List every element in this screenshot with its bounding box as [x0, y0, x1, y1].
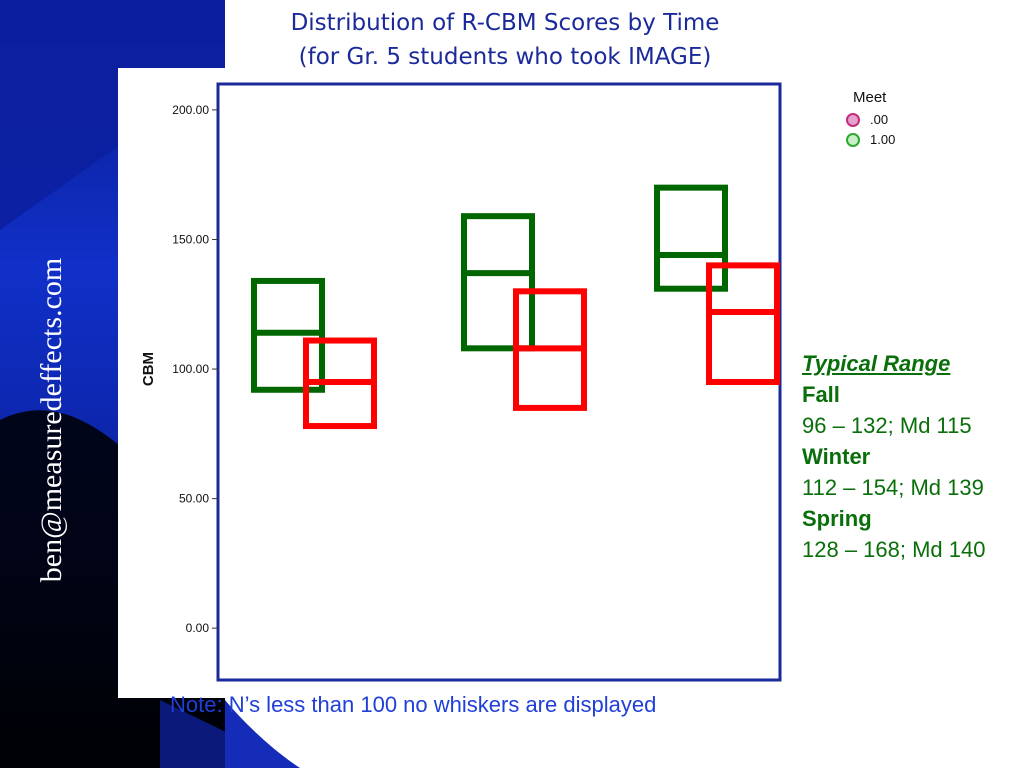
- footnote: Note: N’s less than 100 no whiskers are …: [170, 692, 657, 717]
- season-spring-range: 128 – 168; Md 140: [802, 537, 986, 562]
- slide-title: Distribution of R-CBM Scores by Time (fo…: [200, 6, 810, 74]
- season-fall-range: 96 – 132; Md 115: [802, 413, 972, 438]
- y-axis-label: CBM: [140, 352, 157, 386]
- y-tick-label: 0.00: [186, 621, 210, 635]
- chart-panel: [118, 68, 800, 698]
- y-tick-label: 100.00: [172, 362, 209, 376]
- box-meet-1: [461, 213, 535, 352]
- title-line-2: (for Gr. 5 students who took IMAGE): [298, 44, 712, 70]
- boxplot-chart: 0.00 50.00 100.00 150.00 200.00 CBM: [140, 82, 782, 682]
- legend-label-100: 1.00: [870, 132, 896, 147]
- y-tick-label: 200.00: [172, 103, 209, 117]
- legend-title: Meet: [853, 89, 887, 106]
- side-email-text: ben@measuredeffects.com: [35, 257, 68, 583]
- season-spring-name: Spring: [802, 506, 872, 531]
- season-winter-range: 112 – 154; Md 139: [802, 475, 984, 500]
- y-tick-label: 50.00: [179, 492, 209, 506]
- legend-swatch-00: [846, 113, 860, 127]
- box-meet-2: [654, 184, 728, 292]
- y-tick-label: 150.00: [172, 232, 209, 246]
- plot-frame: [216, 82, 782, 682]
- legend-swatch-100: [846, 133, 860, 147]
- box-notmeet-2: [706, 262, 780, 386]
- typical-range-heading: Typical Range: [802, 351, 951, 376]
- title-line-1: Distribution of R-CBM Scores by Time: [290, 10, 720, 36]
- legend-label-00: .00: [870, 112, 889, 127]
- season-fall-name: Fall: [802, 382, 840, 407]
- season-winter-name: Winter: [802, 444, 871, 469]
